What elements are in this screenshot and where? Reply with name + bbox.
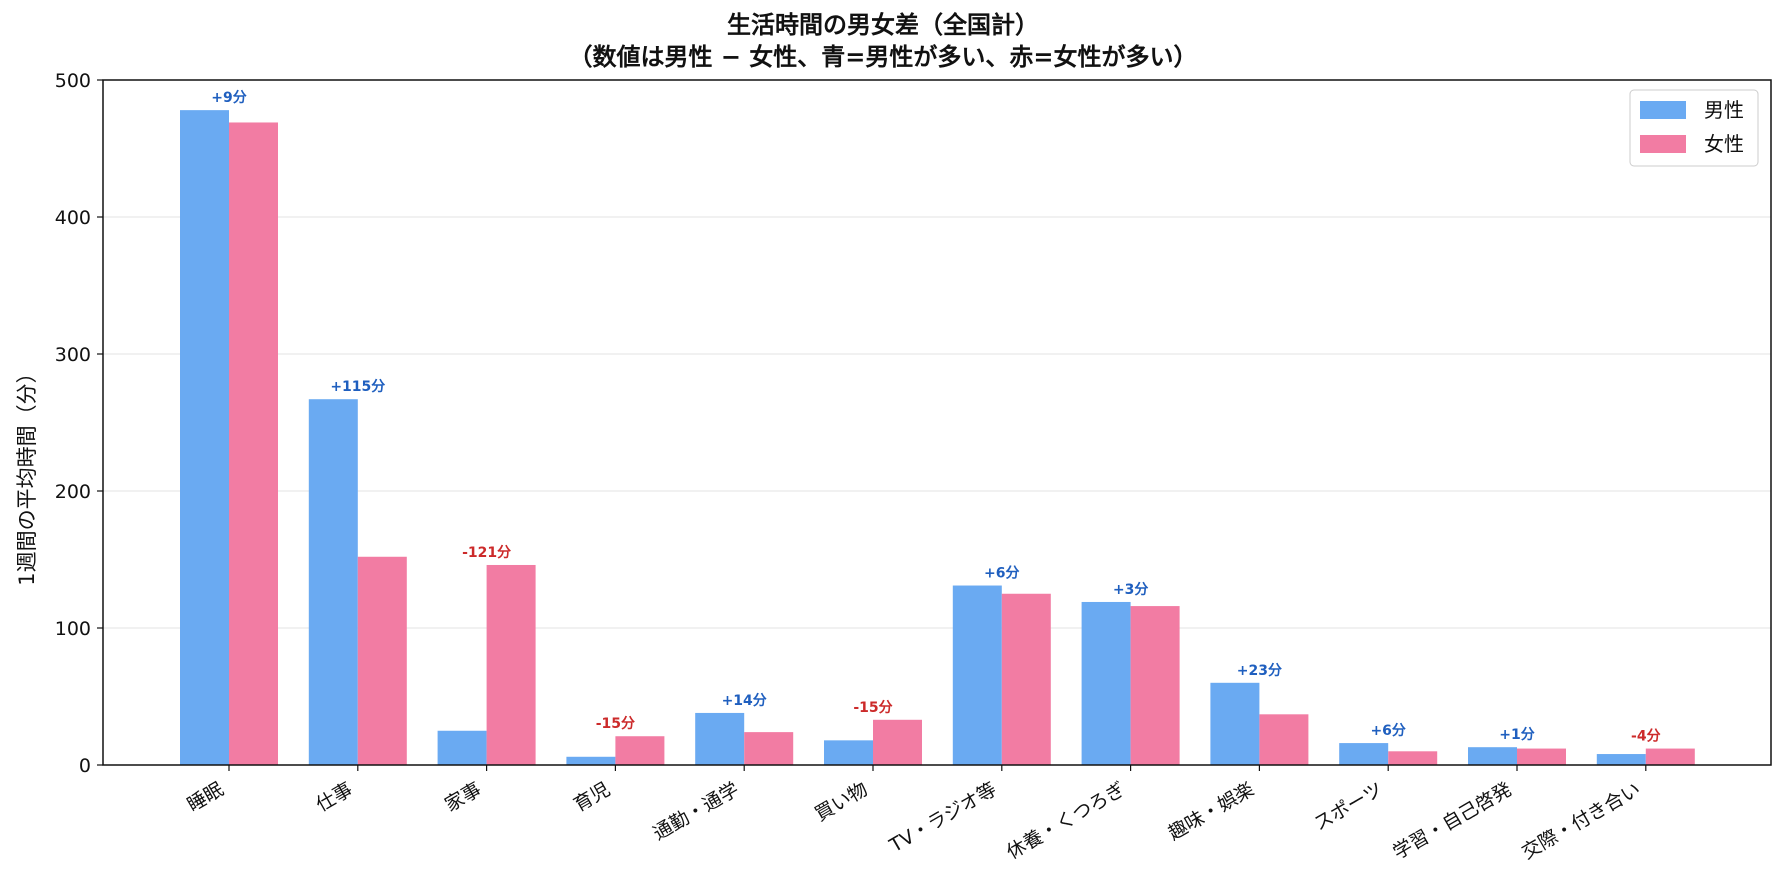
y-tick-label: 400 xyxy=(55,207,91,229)
diff-labels: +9分 +115分 -121分 -15分 +14分 -15分 +6分 +3分 +23分 +6分 +1… xyxy=(211,90,1660,744)
diff-label: -15分 xyxy=(596,716,635,732)
bar-male xyxy=(1468,747,1517,765)
x-tick-label: 趣味・娯楽 xyxy=(1165,778,1258,845)
bar-male xyxy=(308,399,358,765)
y-tick-label: 100 xyxy=(55,618,91,640)
bar-male xyxy=(437,730,487,765)
y-tick-label: 500 xyxy=(55,70,91,92)
y-tick-label: 200 xyxy=(55,481,91,503)
bar-male xyxy=(1081,601,1131,765)
bar-male xyxy=(1210,682,1260,765)
x-ticks: 睡眠 仕事 家事 育児 通勤・通学 買い物 TV・ラジオ等 休養・くつろぎ 趣味・娯楽 スポーツ学… xyxy=(184,765,1647,864)
bar-female xyxy=(229,122,278,766)
legend-label-female: 女性 xyxy=(1704,132,1744,156)
bar-female xyxy=(1001,593,1051,765)
chart-title-line1: 生活時間の男女差（全国計） xyxy=(727,11,1039,39)
x-tick-label: 買い物 xyxy=(811,778,871,826)
x-tick-label: 睡眠 xyxy=(184,778,228,816)
bar-male xyxy=(1596,754,1646,765)
x-tick-label: 通勤・通学 xyxy=(649,778,742,845)
legend: 男性 女性 xyxy=(1629,89,1759,167)
y-tick-label: 300 xyxy=(55,344,91,366)
bar-female xyxy=(1645,748,1695,765)
legend-label-male: 男性 xyxy=(1704,98,1744,122)
bar-female xyxy=(873,719,922,765)
bar-male xyxy=(1339,743,1389,765)
plot-frame xyxy=(102,79,1772,766)
diff-label: +115分 xyxy=(330,379,385,395)
y-ticks: 0 100 200 300 400 500 xyxy=(55,70,103,777)
x-tick-label: 仕事 xyxy=(312,778,356,816)
x-tick-label: 学習・自己啓発 xyxy=(1389,778,1515,864)
x-tick-label: 育児 xyxy=(570,778,614,816)
x-tick-label: スポーツ xyxy=(1310,778,1386,835)
bar-female xyxy=(1388,751,1438,765)
x-tick-label: 家事 xyxy=(441,778,485,816)
bar-female xyxy=(357,556,407,765)
legend-swatch-male xyxy=(1640,101,1686,119)
x-tick-label: 交際・付き合い xyxy=(1518,778,1644,864)
diff-label: +6分 xyxy=(984,566,1019,582)
bar-female xyxy=(486,564,536,765)
bar-male xyxy=(824,740,873,765)
x-tick-label: TV・ラジオ等 xyxy=(885,778,1000,857)
bar-male xyxy=(566,756,616,765)
y-axis-label: 1週間の平均時間（分） xyxy=(15,362,39,585)
bar-female xyxy=(615,736,665,765)
bars-group xyxy=(180,110,1695,766)
bar-female xyxy=(1259,714,1309,765)
gridlines xyxy=(103,216,1771,629)
bar-female xyxy=(1130,606,1180,765)
bar-female xyxy=(1517,748,1566,765)
bar-male xyxy=(180,110,229,765)
bar-male xyxy=(952,585,1002,765)
bar-male xyxy=(695,712,745,765)
diff-label: -4分 xyxy=(1631,729,1661,745)
x-tick-label: 休養・くつろぎ xyxy=(1003,778,1129,864)
diff-label: +14分 xyxy=(722,693,767,709)
diff-label: +23分 xyxy=(1237,663,1282,679)
diff-label: -15分 xyxy=(853,700,892,716)
y-tick-label: 0 xyxy=(79,755,91,777)
legend-swatch-female xyxy=(1640,135,1686,153)
diff-label: +9分 xyxy=(211,90,246,106)
diff-label: +1分 xyxy=(1499,727,1534,743)
diff-label: +3分 xyxy=(1113,582,1148,598)
bar-female xyxy=(744,732,794,765)
chart-title-line2: （数値は男性 − 女性、青=男性が多い、赤=女性が多い） xyxy=(568,43,1197,71)
diff-label: +6分 xyxy=(1370,723,1405,739)
diff-label: -121分 xyxy=(462,545,511,561)
